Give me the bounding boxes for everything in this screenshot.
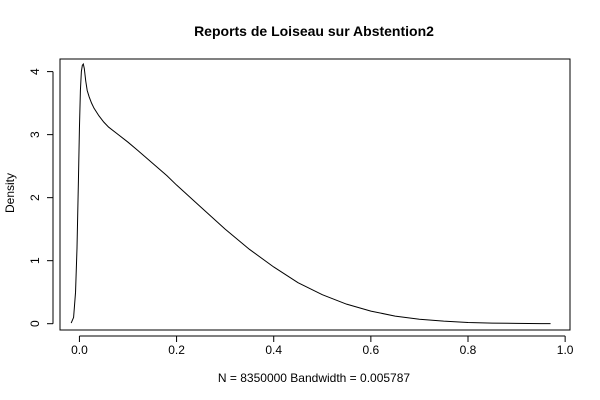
x-axis: 0.0 0.2 0.4 0.6 0.8 1.0: [71, 335, 574, 357]
y-axis: 0 1 2 3 4: [28, 68, 54, 327]
x-axis-label: N = 8350000 Bandwidth = 0.005787: [218, 371, 410, 385]
plot-frame: [59, 58, 571, 331]
x-tick-label: 0.0: [71, 343, 88, 357]
x-tick-label: 0.8: [460, 343, 477, 357]
x-tick-label: 0.4: [265, 343, 282, 357]
density-curve: [70, 62, 551, 325]
x-tick-label: 0.6: [363, 343, 380, 357]
y-tick-label: 0: [28, 320, 42, 327]
y-tick-label: 2: [28, 194, 42, 201]
y-tick-label: 3: [28, 131, 42, 138]
y-tick-label: 4: [28, 68, 42, 75]
x-tick-label: 1.0: [557, 343, 574, 357]
y-axis-label: Density: [3, 173, 17, 213]
x-tick-label: 0.2: [168, 343, 185, 357]
y-tick-label: 1: [28, 257, 42, 264]
plot-area: [59, 58, 571, 331]
chart-title: Reports de Loiseau sur Abstention2: [194, 23, 434, 39]
